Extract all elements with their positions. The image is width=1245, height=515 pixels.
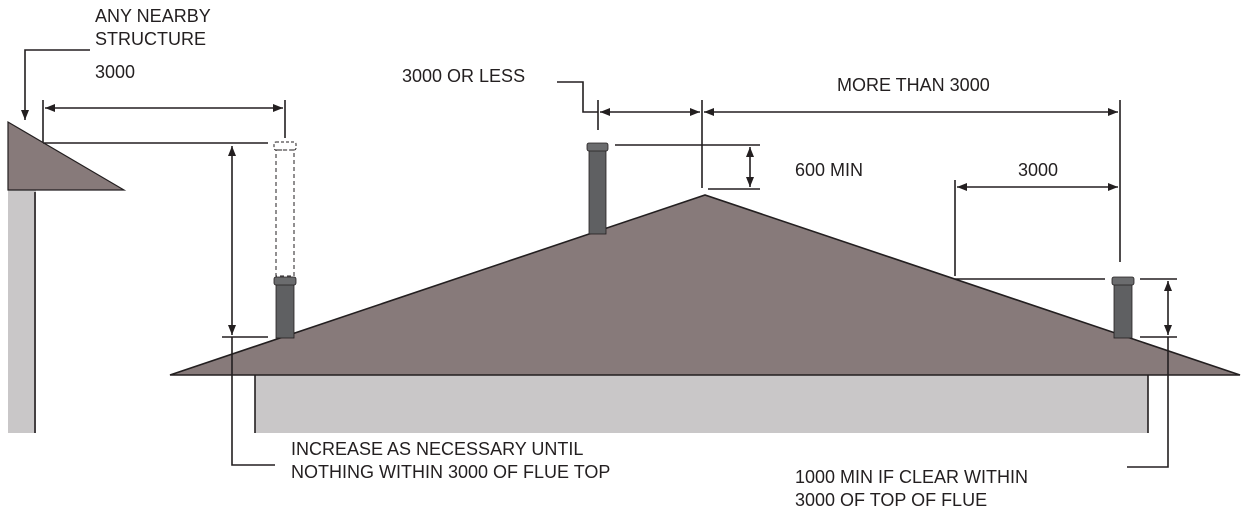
right-distance-label: 3000 [1018, 160, 1058, 180]
flue-left [273, 141, 297, 339]
ridge-distance-label: MORE THAN 3000 [837, 75, 990, 95]
nearby-structure-label: ANY NEARBY [95, 6, 211, 26]
center-distance-label: 3000 OR LESS [402, 66, 525, 86]
left-note-line-2: NOTHING WITHIN 3000 OF FLUE TOP [291, 462, 610, 482]
left-note-line-1: INCREASE AS NECESSARY UNTIL [291, 439, 583, 459]
ridge-height-label: 600 MIN [795, 160, 863, 180]
right-note-line-1: 1000 MIN IF CLEAR WITHIN [795, 467, 1028, 487]
flue-right [1111, 276, 1135, 339]
nearby-structure [7, 120, 127, 433]
house [169, 194, 1241, 433]
dimension-lines [21, 49, 1177, 468]
nearby-structure-label-2: STRUCTURE [95, 29, 206, 49]
flue-center [586, 142, 609, 235]
right-note-line-2: 3000 OF TOP OF FLUE [795, 490, 987, 510]
left-distance-label: 3000 [95, 62, 135, 82]
roof [169, 194, 1241, 376]
